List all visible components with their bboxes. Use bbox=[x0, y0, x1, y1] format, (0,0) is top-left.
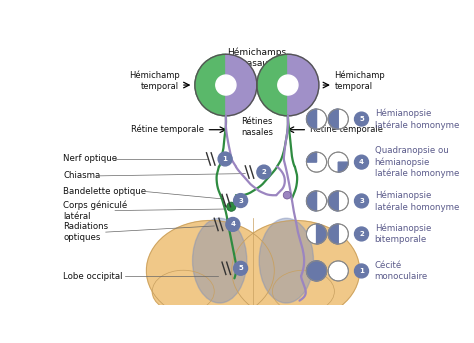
Wedge shape bbox=[328, 224, 338, 244]
Circle shape bbox=[307, 224, 327, 244]
Circle shape bbox=[355, 155, 368, 169]
Text: Hémianopsie
latérale homonyme: Hémianopsie latérale homonyme bbox=[374, 108, 459, 130]
Text: Hémianopsie
latérale homonyme: Hémianopsie latérale homonyme bbox=[374, 190, 459, 212]
Text: Corps géniculé
latéral: Corps géniculé latéral bbox=[63, 200, 128, 221]
Text: 5: 5 bbox=[359, 116, 364, 122]
Circle shape bbox=[257, 165, 271, 179]
Circle shape bbox=[226, 217, 240, 231]
Wedge shape bbox=[257, 54, 288, 116]
Ellipse shape bbox=[273, 270, 334, 312]
Text: 1: 1 bbox=[359, 268, 364, 274]
Wedge shape bbox=[195, 54, 226, 116]
Text: Bandelette optique: Bandelette optique bbox=[63, 187, 146, 196]
Text: 2: 2 bbox=[359, 231, 364, 237]
Text: 4: 4 bbox=[230, 222, 236, 227]
Circle shape bbox=[278, 75, 298, 95]
Text: 3: 3 bbox=[359, 198, 364, 204]
Text: Chiasma: Chiasma bbox=[63, 172, 100, 180]
Circle shape bbox=[355, 264, 368, 278]
Wedge shape bbox=[226, 54, 257, 116]
Wedge shape bbox=[317, 261, 327, 281]
Text: Rétines
nasales: Rétines nasales bbox=[241, 117, 273, 137]
Circle shape bbox=[283, 191, 291, 199]
Circle shape bbox=[355, 194, 368, 208]
Text: Rétine temporale: Rétine temporale bbox=[310, 125, 383, 134]
Wedge shape bbox=[338, 162, 348, 172]
Ellipse shape bbox=[152, 270, 214, 312]
Wedge shape bbox=[328, 191, 338, 211]
Text: 1: 1 bbox=[223, 156, 228, 162]
Circle shape bbox=[328, 109, 348, 129]
Text: Lobe occipital: Lobe occipital bbox=[63, 272, 123, 281]
Ellipse shape bbox=[230, 284, 276, 315]
Circle shape bbox=[328, 191, 348, 211]
Text: Quadranopsie ou
hémianopsie
latérale homonyme: Quadranopsie ou hémianopsie latérale hom… bbox=[374, 146, 459, 178]
Text: Hémichamps
nasaux: Hémichamps nasaux bbox=[228, 47, 286, 68]
Wedge shape bbox=[328, 109, 338, 129]
Ellipse shape bbox=[259, 218, 313, 303]
Text: Hémianopsie
bitemporale: Hémianopsie bitemporale bbox=[374, 224, 431, 244]
Circle shape bbox=[307, 261, 327, 281]
Wedge shape bbox=[288, 54, 319, 116]
Text: 2: 2 bbox=[262, 169, 266, 175]
Circle shape bbox=[216, 75, 236, 95]
Circle shape bbox=[234, 193, 247, 208]
Text: Radiations
optiques: Radiations optiques bbox=[63, 222, 108, 242]
Circle shape bbox=[218, 152, 232, 166]
Circle shape bbox=[328, 261, 348, 281]
Text: Rétine temporale: Rétine temporale bbox=[131, 125, 204, 134]
Circle shape bbox=[355, 227, 368, 241]
Circle shape bbox=[328, 152, 348, 172]
Text: 4: 4 bbox=[359, 159, 364, 165]
Circle shape bbox=[307, 109, 327, 129]
Circle shape bbox=[355, 112, 368, 126]
Text: Hémichamp
temporal: Hémichamp temporal bbox=[128, 70, 179, 91]
Text: 3: 3 bbox=[238, 198, 243, 203]
Circle shape bbox=[234, 261, 247, 275]
Wedge shape bbox=[307, 109, 317, 129]
Text: Nerf optique: Nerf optique bbox=[63, 154, 117, 164]
Wedge shape bbox=[307, 191, 317, 211]
Circle shape bbox=[307, 152, 327, 172]
Wedge shape bbox=[307, 152, 317, 162]
Wedge shape bbox=[307, 261, 317, 281]
Circle shape bbox=[307, 191, 327, 211]
Ellipse shape bbox=[192, 218, 247, 303]
Ellipse shape bbox=[146, 221, 274, 321]
Text: Hémichamp
temporal: Hémichamp temporal bbox=[334, 70, 385, 91]
Circle shape bbox=[227, 202, 236, 211]
Wedge shape bbox=[317, 224, 327, 244]
Ellipse shape bbox=[232, 221, 360, 321]
Text: Cécité
monoculaire: Cécité monoculaire bbox=[374, 261, 428, 281]
Circle shape bbox=[328, 224, 348, 244]
Text: 5: 5 bbox=[238, 265, 243, 271]
